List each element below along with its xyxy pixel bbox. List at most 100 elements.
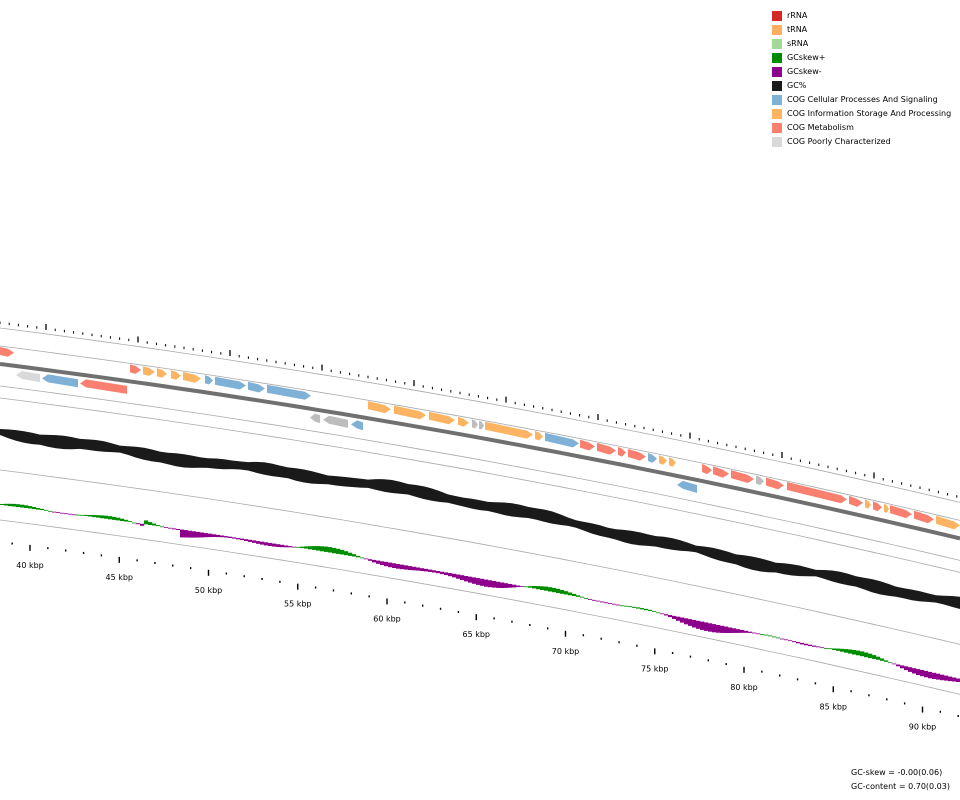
gc-skew-bar (544, 586, 549, 591)
gene-arrow (351, 420, 363, 431)
gene-arrow (323, 415, 348, 428)
gc-skew-bar (912, 668, 917, 674)
gc-skew-bar (124, 519, 129, 522)
gc-content-track (0, 429, 960, 609)
gc-skew-bar (592, 599, 597, 601)
gc-skew-bar (688, 619, 693, 626)
gc-skew-bar (720, 625, 725, 633)
gene-arrow (618, 447, 626, 457)
gc-skew-bar (140, 523, 145, 526)
gc-skew-bar (744, 630, 749, 633)
gc-skew-bar (800, 642, 805, 645)
legend-item-gcskew-minus: GCskew- (772, 65, 951, 79)
gc-skew-bar (820, 647, 825, 649)
gc-skew-bar (908, 667, 913, 672)
ring-guide (0, 469, 960, 645)
gc-skew-bar (796, 642, 801, 644)
gc-skew-bar (716, 625, 721, 633)
legend-item-rrna: rRNA (772, 9, 951, 23)
gene-arrow (865, 499, 871, 509)
gc-skew-bar (136, 523, 141, 525)
gc-skew-bar (916, 669, 921, 675)
gc-skew-bar (400, 564, 405, 570)
gc-skew-bar (444, 572, 449, 576)
gc-skew-bar (452, 573, 457, 578)
ring-guides (0, 327, 960, 695)
gc-skew-bar (112, 516, 117, 520)
legend-swatch (772, 25, 782, 35)
gc-skew-bar (116, 517, 121, 521)
gene-arrow (713, 466, 729, 478)
gene-arrow (580, 439, 595, 451)
gc-skew-bar (684, 618, 689, 625)
gc-skew-bar (180, 529, 185, 538)
gc-skew-bar (332, 547, 337, 554)
gc-skew-bar (24, 505, 29, 508)
gc-skew-bar (36, 508, 41, 510)
gc-skew-bar (932, 672, 937, 679)
gc-skew-bar (368, 559, 373, 561)
gene-arrow (648, 453, 657, 463)
gene-arrow (659, 455, 667, 465)
gc-skew-bar (676, 616, 681, 621)
gc-skew-bar (308, 546, 313, 550)
gc-skew-bar (132, 522, 137, 524)
legend-swatch (772, 67, 782, 77)
gc-skew-bar (608, 603, 613, 604)
scale-label: 65 kbp (462, 630, 490, 639)
gc-skew-stat: GC-skew = -0.00(0.06) (851, 768, 943, 777)
scale-label: 55 kbp (284, 600, 312, 609)
gc-skew-bar (200, 532, 205, 538)
gc-skew-bar (484, 579, 489, 587)
gc-skew-bar (872, 655, 877, 659)
gc-skew-bar (224, 536, 229, 538)
gc-skew-bar (348, 552, 353, 556)
gc-skew-bar (636, 607, 641, 609)
gc-skew-bar (144, 520, 149, 525)
gc-skew-bar (120, 518, 125, 521)
legend-item-cog-information: COG Information Storage And Processing (772, 107, 951, 121)
gc-skew-bar (84, 514, 89, 516)
gc-skew-bar (340, 549, 345, 555)
gc-skew-bar (228, 536, 233, 538)
scale-label: 60 kbp (373, 614, 401, 623)
gc-skew-bar (236, 538, 241, 540)
gene-arrow (42, 374, 78, 388)
gc-skew-bar (724, 626, 729, 633)
gc-skew-bar (44, 509, 49, 511)
gc-skew-bar (632, 606, 637, 608)
gc-skew-bar (68, 513, 73, 515)
gc-skew-bar (416, 567, 421, 571)
gene-arrow (16, 371, 40, 383)
gc-skew-bar (920, 670, 925, 677)
gc-skew-bar (772, 636, 777, 638)
gc-skew-bar (780, 638, 785, 640)
gc-skew-bar (428, 569, 433, 572)
gc-skew-bar (900, 665, 905, 669)
gene-arrow (884, 503, 889, 513)
gc-skew-bar (644, 608, 649, 611)
gc-skew-bar (204, 533, 209, 538)
gc-skew-bar (520, 586, 525, 587)
gc-skew-bar (664, 614, 669, 616)
legend-swatch (772, 95, 782, 105)
gc-skew-bar (756, 633, 761, 635)
gc-skew-bar (552, 587, 557, 593)
gc-skew-bar (952, 677, 957, 682)
gc-skew-bar (424, 568, 429, 572)
gc-skew-bar (384, 561, 389, 567)
gc-skew-bar (344, 551, 349, 556)
gc-skew-bar (748, 631, 753, 633)
legend-item-trna: tRNA (772, 23, 951, 37)
gc-skew-bar (388, 562, 393, 568)
gc-skew-bar (196, 531, 201, 538)
gc-skew-bar (840, 648, 845, 652)
gc-skew-bar (816, 646, 821, 648)
gc-skew-bar (168, 527, 173, 529)
gc-skew-bar (260, 541, 265, 545)
legend-swatch (772, 81, 782, 91)
gene-arrow (545, 432, 579, 448)
gc-skew-bar (524, 586, 529, 588)
legend-label: COG Information Storage And Processing (787, 109, 952, 118)
gene-arrow (936, 515, 960, 530)
